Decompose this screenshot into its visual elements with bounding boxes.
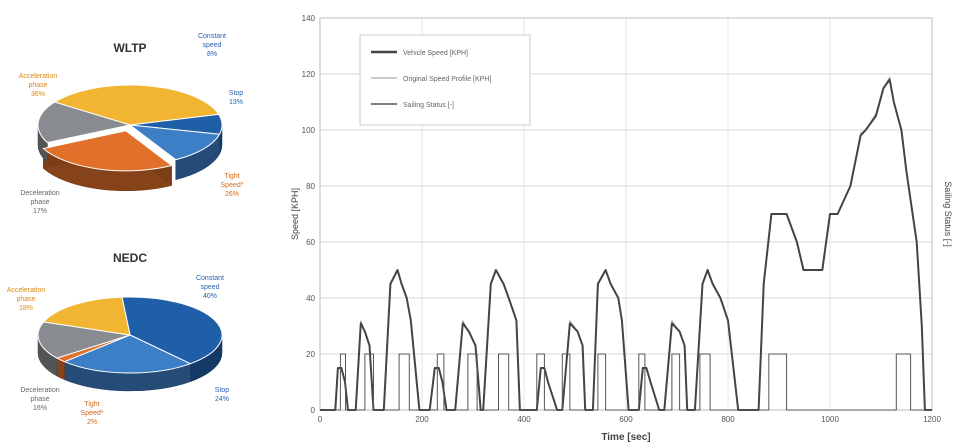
y-tick-label: 100 [302, 126, 316, 135]
x-tick-label: 400 [517, 415, 531, 424]
pie-slice-label: Stop 24% [215, 387, 230, 403]
pie-nedc: NEDC Constant speed 40% Stop 24% Tight Speed* 2%… [7, 251, 230, 426]
pie-slice-label: Tight Speed* 26% [221, 173, 244, 198]
x-tick-label: 1000 [821, 415, 839, 424]
y-axis-label: Speed [KPH] [290, 188, 300, 240]
x-tick-label: 600 [619, 415, 633, 424]
pie-slice [128, 124, 221, 161]
legend-entry: Vehicle Speed [KPH] [403, 50, 468, 57]
chart-legend: Vehicle Speed [KPH] Original Speed Profil… [359, 34, 531, 126]
speed-profile-chart: 0 20 40 60 80 100 120 140 0 200 400 600 800 1000 1200 T… [290, 14, 953, 443]
pie-wltp: WLTP Acceleration phase 36% Constant speed 8% S… [19, 33, 244, 215]
pie-slice [42, 296, 131, 336]
y2-axis-label: Sailing Status [-] [943, 181, 953, 247]
pie-slice-label: Tight Speed* 2% [81, 401, 104, 426]
series-line [320, 78, 932, 411]
axis-ticks: 0 20 40 60 80 100 120 140 0 200 400 600 800 1000 1200 [302, 14, 942, 424]
series-line [320, 353, 932, 411]
legend-box [359, 34, 531, 126]
pie-slice [53, 84, 220, 126]
series-group [320, 76, 932, 411]
pie-slice-label: Deceleration phase 16% [20, 387, 59, 412]
x-tick-label: 800 [721, 415, 735, 424]
y-tick-label: 120 [302, 70, 316, 79]
pie-title: NEDC [113, 251, 147, 265]
pie-slice [37, 101, 132, 144]
pie-slice [121, 296, 223, 365]
y-tick-label: 140 [302, 14, 316, 23]
pie-slice-label: Constant speed 40% [196, 275, 224, 300]
pie-title: WLTP [113, 41, 146, 55]
pie-slice-label: Constant speed 8% [198, 33, 226, 58]
pie-slice-label: Deceleration phase 17% [20, 190, 59, 215]
x-tick-label: 1200 [923, 415, 941, 424]
x-tick-label: 200 [415, 415, 429, 424]
y-tick-label: 20 [306, 350, 315, 359]
pie-slice [37, 321, 131, 359]
y-tick-label: 0 [311, 406, 316, 415]
pie-slice-label: Acceleration phase 18% [7, 287, 46, 312]
y-tick-label: 60 [306, 238, 315, 247]
pie-slice [42, 130, 173, 172]
x-tick-label: 0 [318, 415, 323, 424]
pie-slice-label: Stop 13% [229, 90, 244, 106]
legend-entry: Sailing Status [-] [403, 102, 454, 109]
y-tick-label: 80 [306, 182, 315, 191]
pie-slice-label: Acceleration phase 36% [19, 73, 58, 98]
pie-charts-panel: WLTP Acceleration phase 36% Constant speed 8% S… [7, 33, 244, 426]
y-tick-label: 40 [306, 294, 315, 303]
legend-entry: Original Speed Profile [KPH] [403, 76, 491, 83]
x-axis-label: Time [sec] [601, 432, 650, 443]
pie-slice [63, 334, 192, 374]
